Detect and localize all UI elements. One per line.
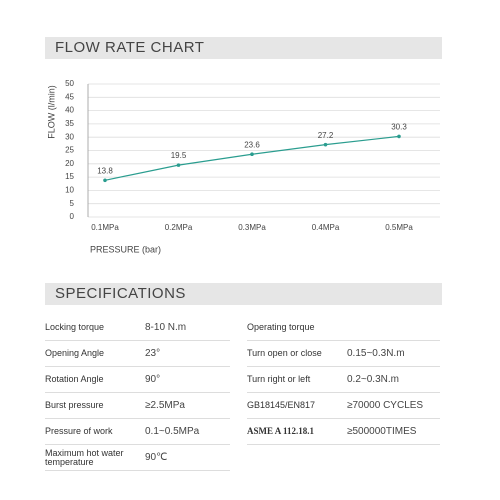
spec-value: ≥2.5MPa [145,400,185,411]
spec-row: Rotation Angle 90° [45,367,230,393]
spec-right: Operating torque Turn open or close 0.15~0… [247,315,440,445]
y-tick-label: 25 [65,146,74,155]
x-tick-label: 0.4MPa [312,223,340,232]
data-label: 23.6 [244,140,260,149]
data-label: 27.2 [318,131,334,140]
y-tick-label: 45 [65,92,74,101]
spec-label: Maximum hot water temperature [45,447,124,467]
spec-header: SPECIFICATIONS [45,283,442,305]
data-label: 19.5 [171,151,187,160]
spec-value: ≥70000 CYCLES [347,400,424,411]
data-label: 13.8 [97,166,113,175]
spec-row: Turn right or left 0.2~0.3N.m [247,367,440,393]
spec-value: ≥500000TIMES [347,426,417,437]
y-tick-label: 15 [65,172,74,181]
spec-value: 23° [145,348,161,359]
spec-value: 0.1~0.5MPa [145,426,200,437]
y-tick-label: 50 [65,79,74,88]
spec-row: Maximum hot water temperature 90℃ [45,445,230,471]
spec-label: GB18145/EN817 [247,400,316,410]
chart-header: FLOW RATE CHART [45,37,442,59]
spec-label: ASME A 112.18.1 [247,426,315,436]
x-tick-label: 0.5MPa [385,223,413,232]
spec-value: 90° [145,374,161,385]
spec-label: Turn right or left [247,374,311,384]
spec-left: Locking torque 8-10 N.m Opening Angle 23° Ro… [45,315,230,471]
spec-row: ASME A 112.18.1 ≥500000TIMES [247,419,440,445]
spec-value: 90℃ [145,452,168,463]
spec-label: Opening Angle [45,348,105,358]
y-tick-label: 40 [65,106,74,115]
x-tick-label: 0.2MPa [165,223,193,232]
spec-label: Turn open or close [247,348,322,358]
spec-label: Locking torque [45,322,105,332]
spec-row: Pressure of work 0.1~0.5MPa [45,419,230,445]
x-tick-label: 0.1MPa [91,223,119,232]
spec-value: 8-10 N.m [145,322,187,333]
point [176,163,181,167]
spec-label: Burst pressure [45,400,104,410]
spec-value: 0.15~0.3N.m [347,348,405,359]
spec-label: Operating torque [247,322,315,332]
point [250,152,254,157]
point [397,134,401,139]
spec-row: Turn open or close 0.15~0.3N.m [247,341,440,367]
x-tick-label: 0.3MPa [238,223,266,232]
spec-label: Pressure of work [45,426,113,436]
y-axis-label: FLOW (l/min) [46,85,56,139]
spec-row: Operating torque [247,315,440,341]
y-tick-label: 0 [70,212,75,221]
chart: FLOW (l/min) PRESSURE (bar) 0 5 10 15 20 25 30… [46,79,440,254]
spec-row: GB18145/EN817 ≥70000 CYCLES [247,393,440,419]
spec-row: Opening Angle 23° [45,341,230,367]
y-tick-label: 10 [65,186,74,195]
spec-row: Burst pressure ≥2.5MPa [45,393,230,419]
spec-value: 0.2~0.3N.m [347,374,399,385]
x-axis-label: PRESSURE (bar) [90,244,161,254]
y-tick-label: 5 [70,199,75,208]
y-tick-label: 30 [65,132,74,141]
y-tick-label: 35 [65,119,74,128]
data-label: 30.3 [391,123,407,132]
point [103,178,107,183]
y-tick-label: 20 [65,159,74,168]
spec-row: Locking torque 8-10 N.m [45,315,230,341]
point [323,142,328,147]
spec-label: Rotation Angle [45,374,104,384]
